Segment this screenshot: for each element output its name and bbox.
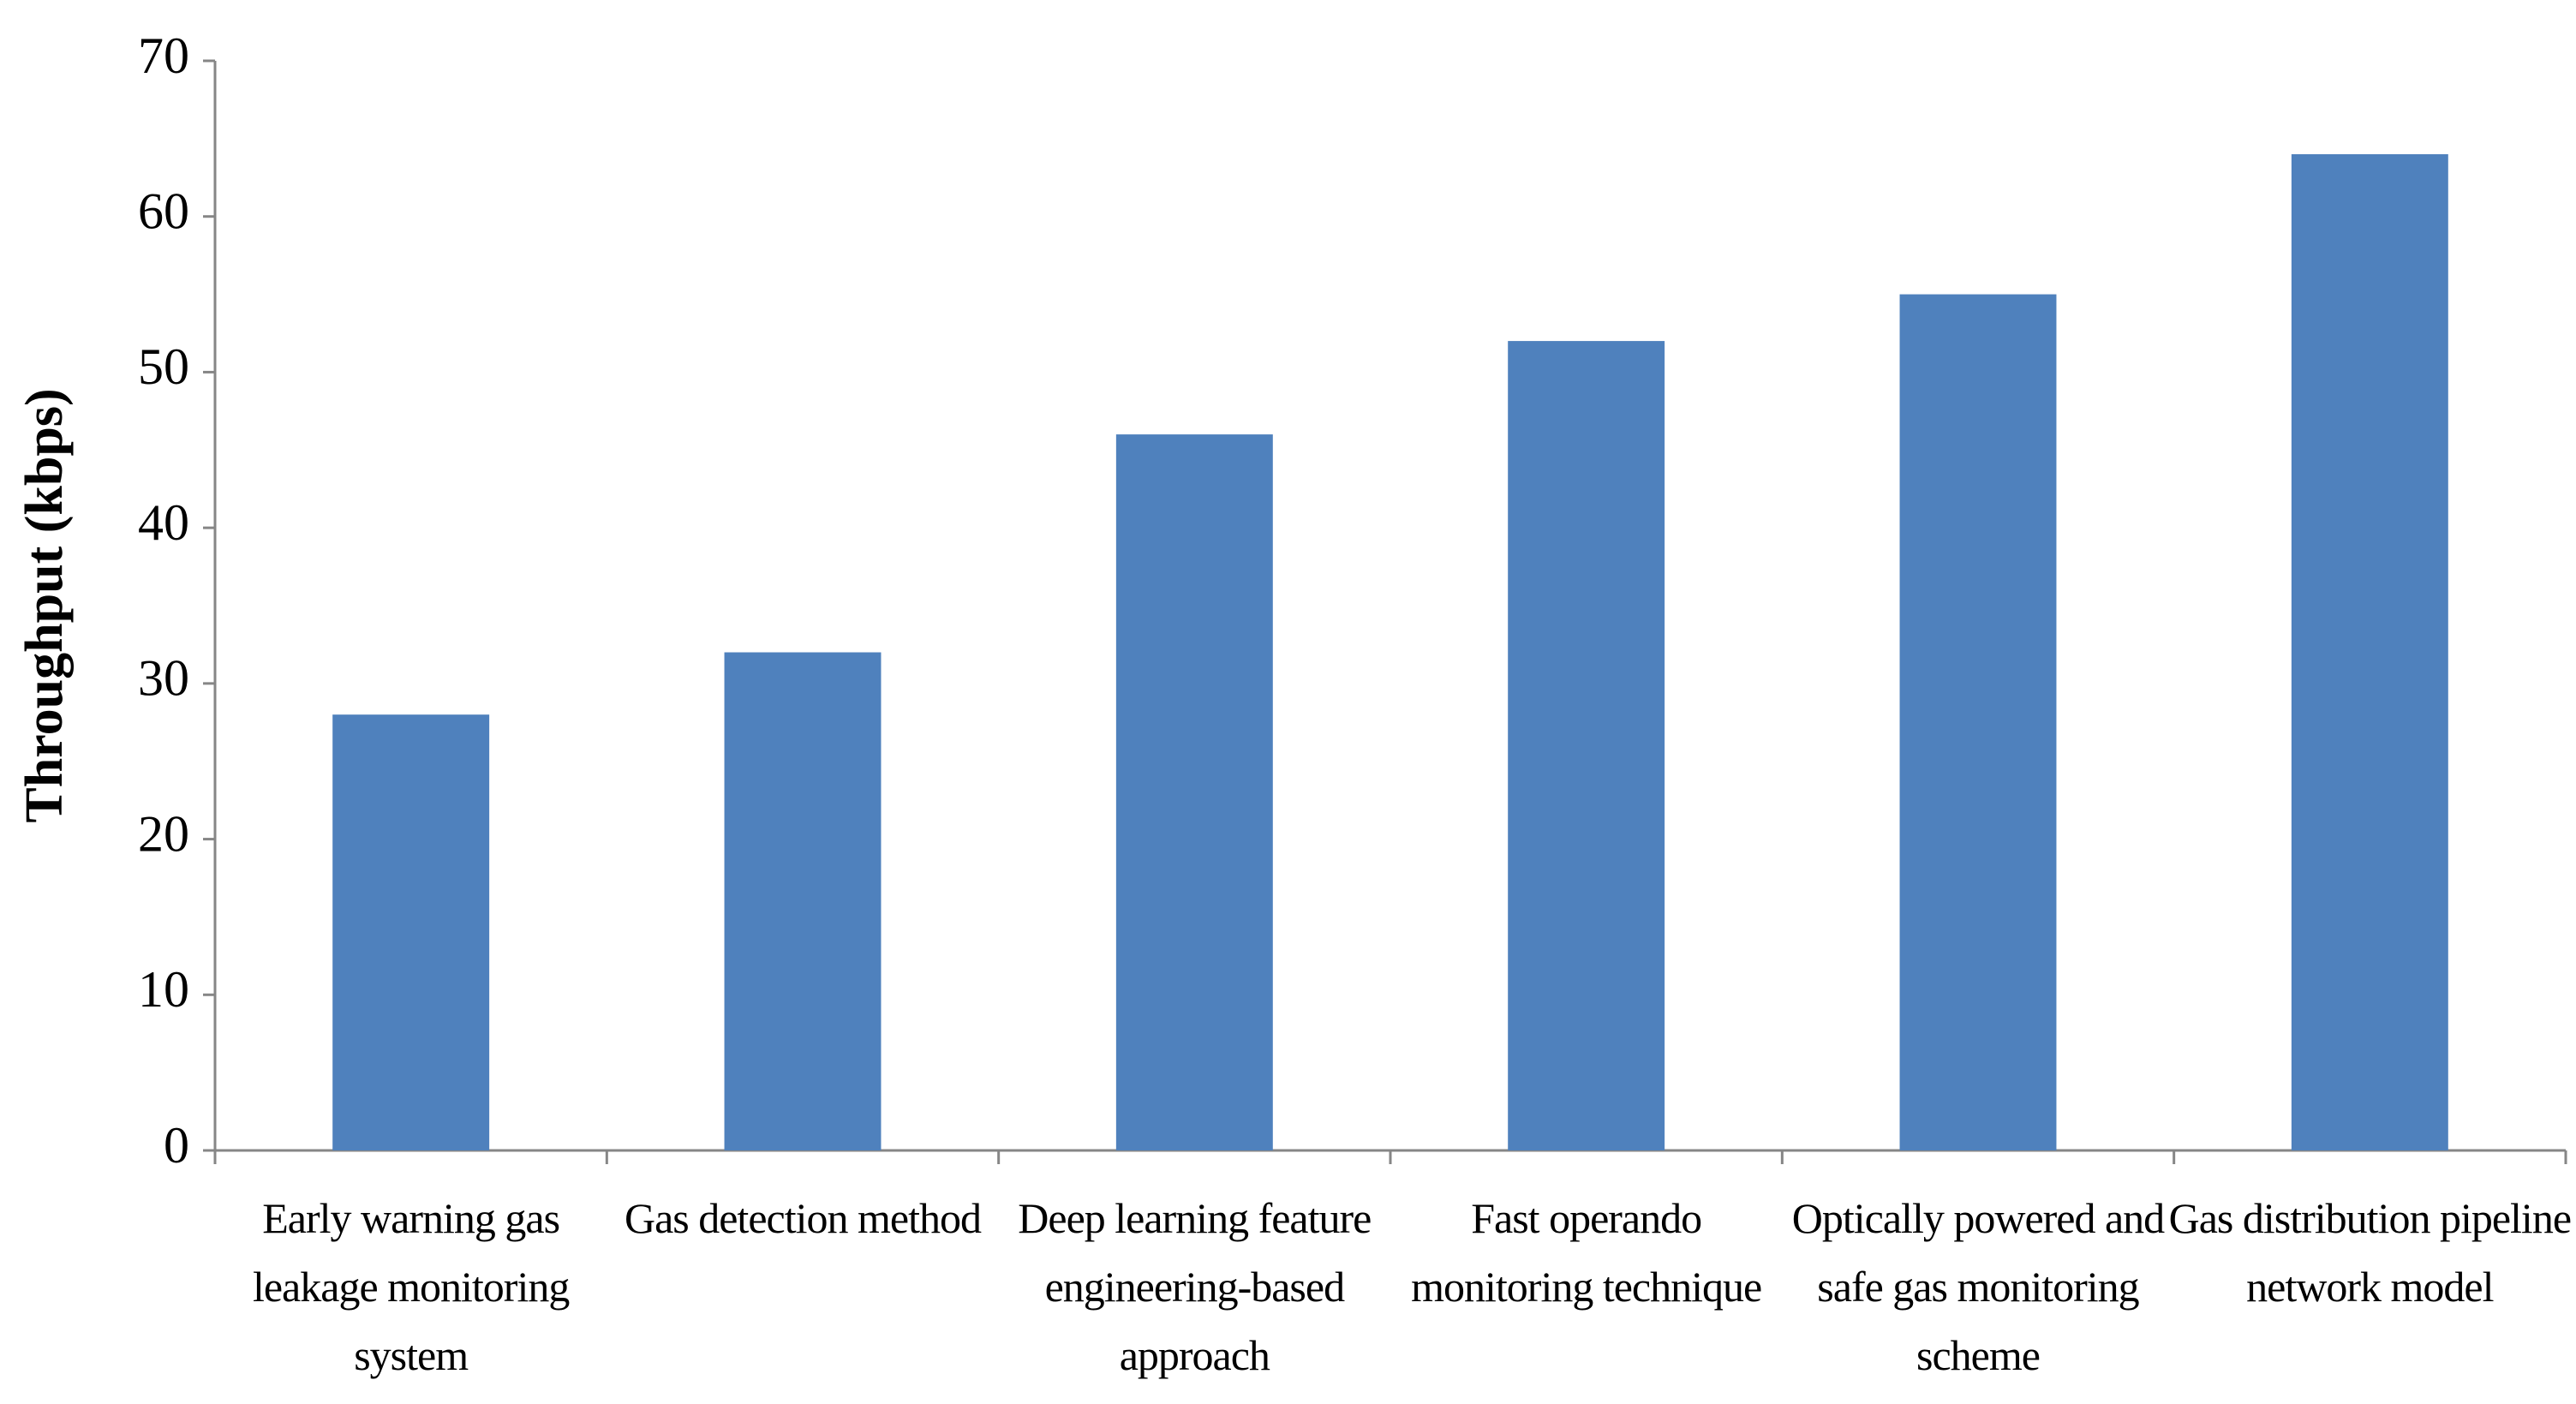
x-tick-label: Deep learning feature engineering-based … (1018, 1194, 1372, 1379)
x-tick-label: Optically powered and safe gas monitorin… (1791, 1194, 2165, 1379)
bar (1899, 294, 2057, 1151)
x-tick-label: Early warning gas leakage monitoring sys… (252, 1194, 570, 1379)
bar (1508, 341, 1665, 1151)
y-tick-label: 0 (164, 1117, 189, 1174)
bar (724, 652, 882, 1150)
y-tick-label: 40 (138, 494, 189, 551)
y-axis-title: Throughput (kbps) (15, 388, 74, 822)
y-tick-label: 60 (138, 182, 189, 239)
x-tick-label: Gas distribution pipeline network model (2168, 1194, 2572, 1311)
x-tick-label: Fast operando monitoring technique (1411, 1194, 1762, 1311)
x-tick-label: Gas detection method (624, 1194, 982, 1242)
bar (2291, 154, 2448, 1150)
y-tick-label: 50 (138, 338, 189, 395)
y-tick-label: 20 (138, 805, 189, 862)
y-tick-label: 70 (138, 27, 189, 84)
y-tick-label: 30 (138, 650, 189, 707)
y-tick-label: 10 (138, 961, 189, 1018)
bar (332, 714, 490, 1150)
bar (1115, 434, 1273, 1151)
